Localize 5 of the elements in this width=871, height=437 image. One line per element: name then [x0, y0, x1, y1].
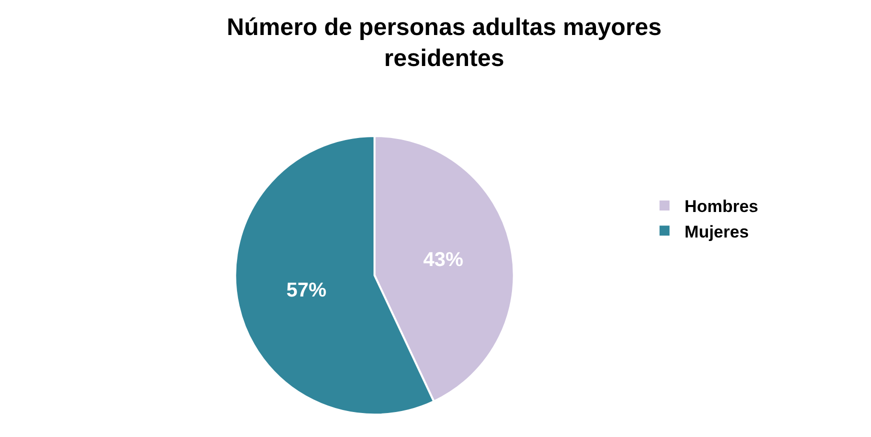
- data-label: 57%: [286, 280, 327, 302]
- legend-label: Hombres: [684, 197, 758, 216]
- chart-title: Número de personas adultas mayores residentes: [226, 14, 662, 72]
- legend-label: Mujeres: [684, 222, 749, 242]
- data-label: 43%: [423, 248, 464, 271]
